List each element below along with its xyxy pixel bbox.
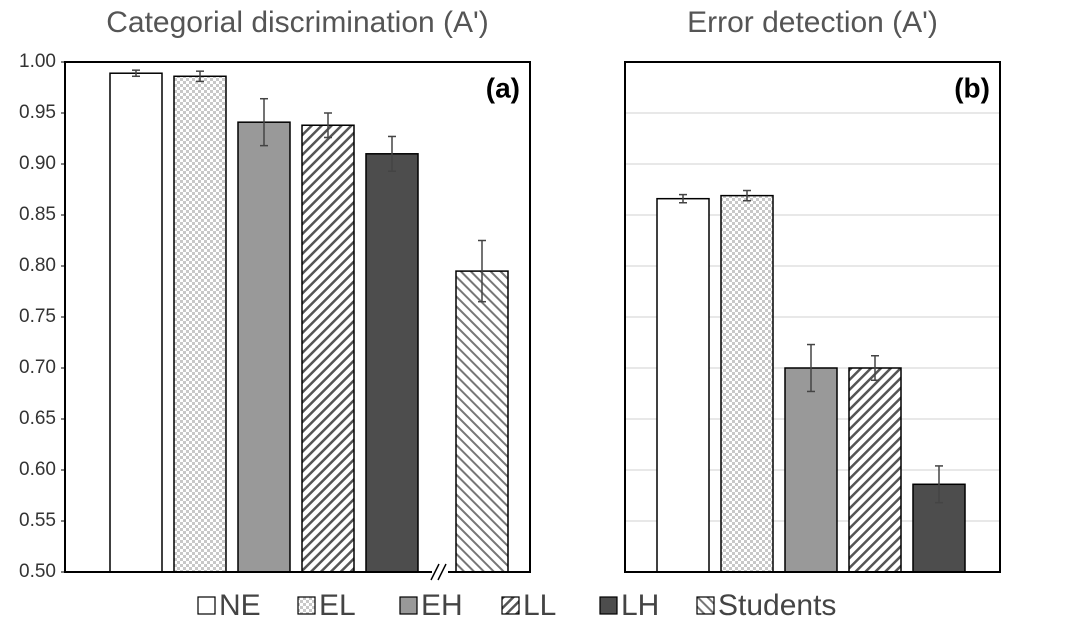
legend-label: EH <box>421 589 463 622</box>
error-bar <box>260 97 268 147</box>
legend-swatch <box>197 596 216 615</box>
y-tick-label: 0.70 <box>19 357 56 378</box>
legend-item: LH <box>599 589 659 622</box>
chart-title: Categorial discrimination (A') <box>106 6 489 39</box>
error-bar <box>935 465 943 504</box>
error-bar <box>743 189 751 202</box>
y-tick-label: 0.95 <box>19 102 56 123</box>
legend-item: Students <box>696 589 836 622</box>
legend-swatch <box>501 596 520 615</box>
error-bar <box>196 70 204 83</box>
legend-swatch <box>399 596 418 615</box>
error-bar <box>132 69 140 78</box>
bar <box>848 367 902 573</box>
y-tick-label: 0.75 <box>19 306 56 327</box>
legend-swatch <box>599 596 618 615</box>
plot-frame <box>624 61 1001 573</box>
legend-swatch <box>696 596 715 615</box>
error-bar <box>478 239 486 303</box>
bar <box>455 270 509 573</box>
legend-swatch <box>297 596 316 615</box>
bar <box>173 75 227 573</box>
plot-frame <box>64 61 531 573</box>
error-bar <box>807 343 815 393</box>
y-tick-label: 0.80 <box>19 255 56 276</box>
error-bar <box>388 135 396 172</box>
error-bar <box>871 355 879 381</box>
legend-label: LH <box>621 589 659 622</box>
y-tick-label: 0.65 <box>19 408 56 429</box>
y-tick-label: 0.90 <box>19 153 56 174</box>
axis-break <box>430 562 448 582</box>
y-tick-label: 0.60 <box>19 459 56 480</box>
legend-label: Students <box>718 589 836 622</box>
y-tick-label: 0.50 <box>19 561 56 582</box>
chart-title: Error detection (A') <box>687 6 938 39</box>
panel-label: (a) <box>486 72 520 103</box>
panel-label: (b) <box>954 72 990 103</box>
y-tick-label: 1.00 <box>19 51 56 72</box>
error-bar <box>679 193 687 204</box>
legend-label: EL <box>319 589 356 622</box>
bar <box>720 194 774 573</box>
y-tick-label: 0.85 <box>19 204 56 225</box>
bar <box>656 197 710 573</box>
bar <box>784 367 838 573</box>
legend-item: LL <box>501 589 556 622</box>
legend-item: EL <box>297 589 356 622</box>
bar <box>301 124 355 573</box>
bar <box>237 121 291 573</box>
legend-item: EH <box>399 589 463 622</box>
error-bar <box>324 112 332 139</box>
y-tick-label: 0.55 <box>19 510 56 531</box>
bar <box>365 153 419 573</box>
bar <box>109 72 163 573</box>
legend-item: NE <box>197 589 261 622</box>
legend-label: LL <box>523 589 556 622</box>
legend-label: NE <box>219 589 261 622</box>
